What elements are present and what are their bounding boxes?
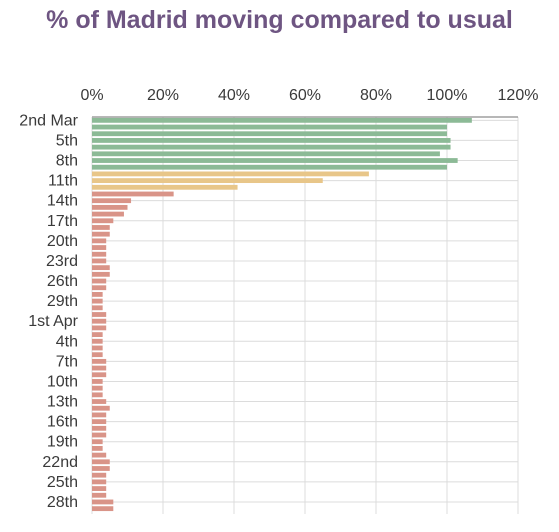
x-tick-label: 0% bbox=[80, 87, 103, 104]
bar bbox=[92, 278, 107, 284]
bar bbox=[92, 218, 114, 224]
bar bbox=[92, 245, 107, 250]
bar bbox=[92, 419, 107, 425]
y-tick-label: 26th bbox=[47, 273, 78, 290]
bar bbox=[92, 238, 107, 244]
bar bbox=[92, 432, 107, 438]
bar bbox=[92, 459, 110, 465]
chart-title: % of Madrid moving compared to usual bbox=[46, 6, 513, 34]
y-tick-label: 13th bbox=[47, 394, 78, 411]
y-tick-label: 4th bbox=[56, 333, 78, 350]
x-tick-label: 60% bbox=[289, 87, 321, 104]
bar bbox=[92, 211, 124, 217]
bar bbox=[92, 358, 107, 364]
bar bbox=[92, 492, 107, 498]
bar bbox=[92, 225, 110, 230]
bar bbox=[92, 151, 440, 157]
y-tick-label: 28th bbox=[47, 494, 78, 511]
bar bbox=[92, 345, 103, 351]
y-tick-label: 10th bbox=[47, 373, 78, 390]
bar bbox=[92, 472, 107, 478]
bar bbox=[92, 265, 110, 271]
bar bbox=[92, 198, 132, 204]
bar bbox=[92, 258, 107, 264]
x-tick-label: 120% bbox=[498, 87, 539, 104]
y-tick-label: 8th bbox=[56, 153, 78, 170]
bar bbox=[92, 445, 103, 451]
bar bbox=[92, 131, 447, 137]
bar bbox=[92, 412, 107, 418]
bar bbox=[92, 178, 323, 184]
bar bbox=[92, 338, 103, 344]
bar bbox=[92, 405, 110, 411]
y-tick-label: 20th bbox=[47, 233, 78, 250]
x-tick-label: 100% bbox=[427, 87, 468, 104]
y-tick-label: 17th bbox=[47, 213, 78, 230]
bar bbox=[92, 466, 110, 471]
bar bbox=[92, 479, 107, 485]
y-tick-label: 29th bbox=[47, 293, 78, 310]
bar bbox=[92, 171, 369, 177]
bar bbox=[92, 138, 451, 143]
y-tick-label: 1st Apr bbox=[28, 313, 78, 330]
bar bbox=[92, 204, 128, 210]
bar bbox=[92, 164, 447, 170]
y-tick-label: 2nd Mar bbox=[19, 112, 78, 129]
bar bbox=[92, 379, 103, 384]
bar bbox=[92, 506, 114, 512]
x-tick-label: 40% bbox=[218, 87, 250, 104]
bar bbox=[92, 318, 107, 324]
bar bbox=[92, 191, 174, 197]
y-tick-label: 22nd bbox=[42, 454, 78, 471]
bar bbox=[92, 439, 103, 445]
bar bbox=[92, 392, 103, 398]
bar bbox=[92, 486, 107, 491]
x-tick-label: 80% bbox=[360, 87, 392, 104]
x-tick-label: 20% bbox=[147, 87, 179, 104]
bar bbox=[92, 184, 238, 190]
y-tick-label: 7th bbox=[56, 353, 78, 370]
bar bbox=[92, 372, 107, 378]
bar bbox=[92, 352, 103, 358]
bar bbox=[92, 124, 447, 130]
bar bbox=[92, 271, 110, 277]
y-tick-label: 11th bbox=[48, 173, 78, 190]
bar bbox=[92, 385, 103, 391]
y-tick-label: 19th bbox=[47, 434, 78, 451]
bar bbox=[92, 305, 103, 311]
bar bbox=[92, 312, 107, 317]
bar bbox=[92, 117, 472, 123]
bar bbox=[92, 144, 451, 150]
bar bbox=[92, 452, 107, 458]
bar bbox=[92, 251, 107, 257]
bar bbox=[92, 365, 107, 371]
bar bbox=[92, 158, 458, 163]
bar bbox=[92, 325, 107, 331]
bar bbox=[92, 425, 107, 431]
y-tick-label: 25th bbox=[47, 474, 78, 491]
y-tick-label: 14th bbox=[47, 193, 78, 210]
bar bbox=[92, 499, 114, 505]
y-tick-label: 5th bbox=[56, 132, 78, 149]
bar bbox=[92, 332, 103, 337]
bar bbox=[92, 292, 103, 297]
bar bbox=[92, 298, 103, 304]
bar bbox=[92, 285, 107, 291]
bar bbox=[92, 399, 107, 404]
y-tick-label: 23rd bbox=[46, 253, 78, 270]
y-tick-label: 16th bbox=[47, 414, 78, 431]
bar bbox=[92, 231, 110, 237]
